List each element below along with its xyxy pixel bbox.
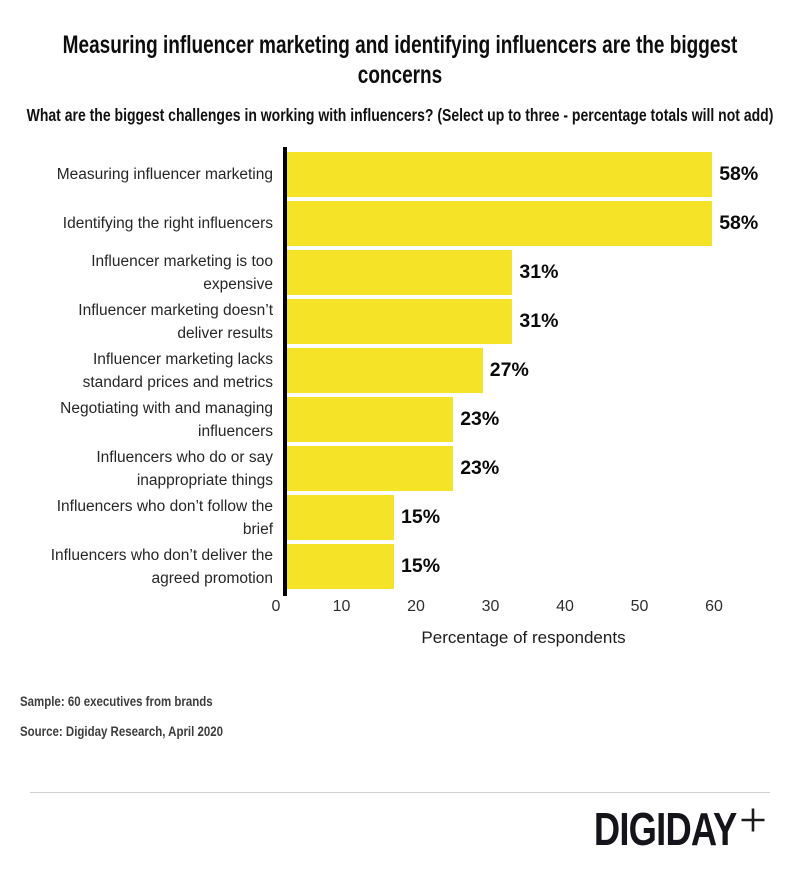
value-label: 27% (489, 359, 529, 381)
category-label: Negotiating with and managing influencer… (60, 399, 273, 440)
x-tick-label: 40 (556, 598, 574, 615)
bar (283, 201, 713, 246)
value-label: 31% (519, 261, 559, 283)
category-label: Measuring influencer marketing (56, 166, 273, 183)
x-tick-label: 20 (407, 598, 425, 615)
bar-track: 23% (283, 446, 800, 491)
digiday-wordmark: DIGIDAY (593, 803, 736, 855)
bar-row: Influencers who do or say inappropriate … (0, 446, 800, 491)
bar-track: 58% (283, 201, 800, 246)
digiday-logo: DIGIDAY (0, 803, 800, 855)
bar-track: 23% (283, 397, 800, 442)
bar-track: 31% (283, 250, 800, 295)
x-tick-label: 30 (481, 598, 500, 615)
footnotes: Sample: 60 executives from brands Source… (20, 694, 800, 740)
x-axis-label: Percentage of respondents (421, 628, 626, 647)
value-label: 23% (460, 408, 500, 430)
bar-track: 31% (283, 299, 800, 344)
bar (283, 348, 483, 393)
x-tick-label: 0 (271, 598, 281, 615)
category-label: Influencer marketing doesn’t deliver res… (78, 301, 273, 342)
category-label: Influencer marketing is too expensive (91, 252, 273, 293)
bar-track: 15% (283, 544, 800, 589)
bar-track: 58% (283, 152, 800, 197)
category-label: Influencer marketing lacks standard pric… (82, 350, 273, 391)
bar (283, 152, 713, 197)
value-label: 23% (460, 457, 500, 479)
plus-icon (741, 808, 765, 832)
value-label: 15% (401, 555, 441, 577)
bar-rows: Measuring influencer marketing 58% Identif… (0, 147, 800, 596)
bar-row: Influencer marketing lacks standard pric… (0, 348, 800, 393)
bar-row: Identifying the right influencers 58% (0, 201, 800, 246)
category-label: Influencers who don’t deliver the agreed… (50, 546, 273, 587)
chart-subtitle: What are the biggest challenges in worki… (26, 105, 774, 125)
x-tick-label: 60 (705, 598, 723, 615)
x-tick-label: 50 (630, 598, 649, 615)
bar (283, 397, 454, 442)
value-label: 58% (719, 163, 759, 185)
bar-row: Influencer marketing is too expensive 31% (0, 250, 800, 295)
bar-row: Influencers who don’t follow the brief 15… (0, 495, 800, 540)
category-label: Influencers who don’t follow the brief (56, 497, 273, 538)
bar (283, 299, 513, 344)
bar (283, 446, 454, 491)
value-label: 58% (719, 212, 759, 234)
y-axis-line (283, 147, 287, 596)
category-label: Identifying the right influencers (62, 215, 273, 232)
bar (283, 495, 394, 540)
category-label: Influencers who do or say inappropriate … (96, 448, 273, 489)
bar-chart: Measuring influencer marketing 58% Identif… (0, 147, 800, 648)
bar-track: 27% (283, 348, 800, 393)
chart-title: Measuring influencer marketing and ident… (62, 31, 738, 89)
bar-row: Influencers who don’t deliver the agreed… (0, 544, 800, 589)
footer-divider (30, 792, 770, 793)
bar-track: 15% (283, 495, 800, 540)
bar-row: Negotiating with and managing influencer… (0, 397, 800, 442)
bar-row: Measuring influencer marketing 58% (0, 152, 800, 197)
source-note: Source: Digiday Research, April 2020 (20, 724, 224, 739)
value-label: 31% (519, 310, 559, 332)
bar (283, 544, 394, 589)
bar-row: Influencer marketing doesn’t deliver res… (0, 299, 800, 344)
sample-note: Sample: 60 executives from brands (20, 694, 213, 709)
bar (283, 250, 513, 295)
value-label: 15% (401, 506, 441, 528)
x-tick-label: 10 (332, 598, 351, 615)
x-axis-ticks: 0 10 20 30 40 50 60 (272, 598, 800, 624)
